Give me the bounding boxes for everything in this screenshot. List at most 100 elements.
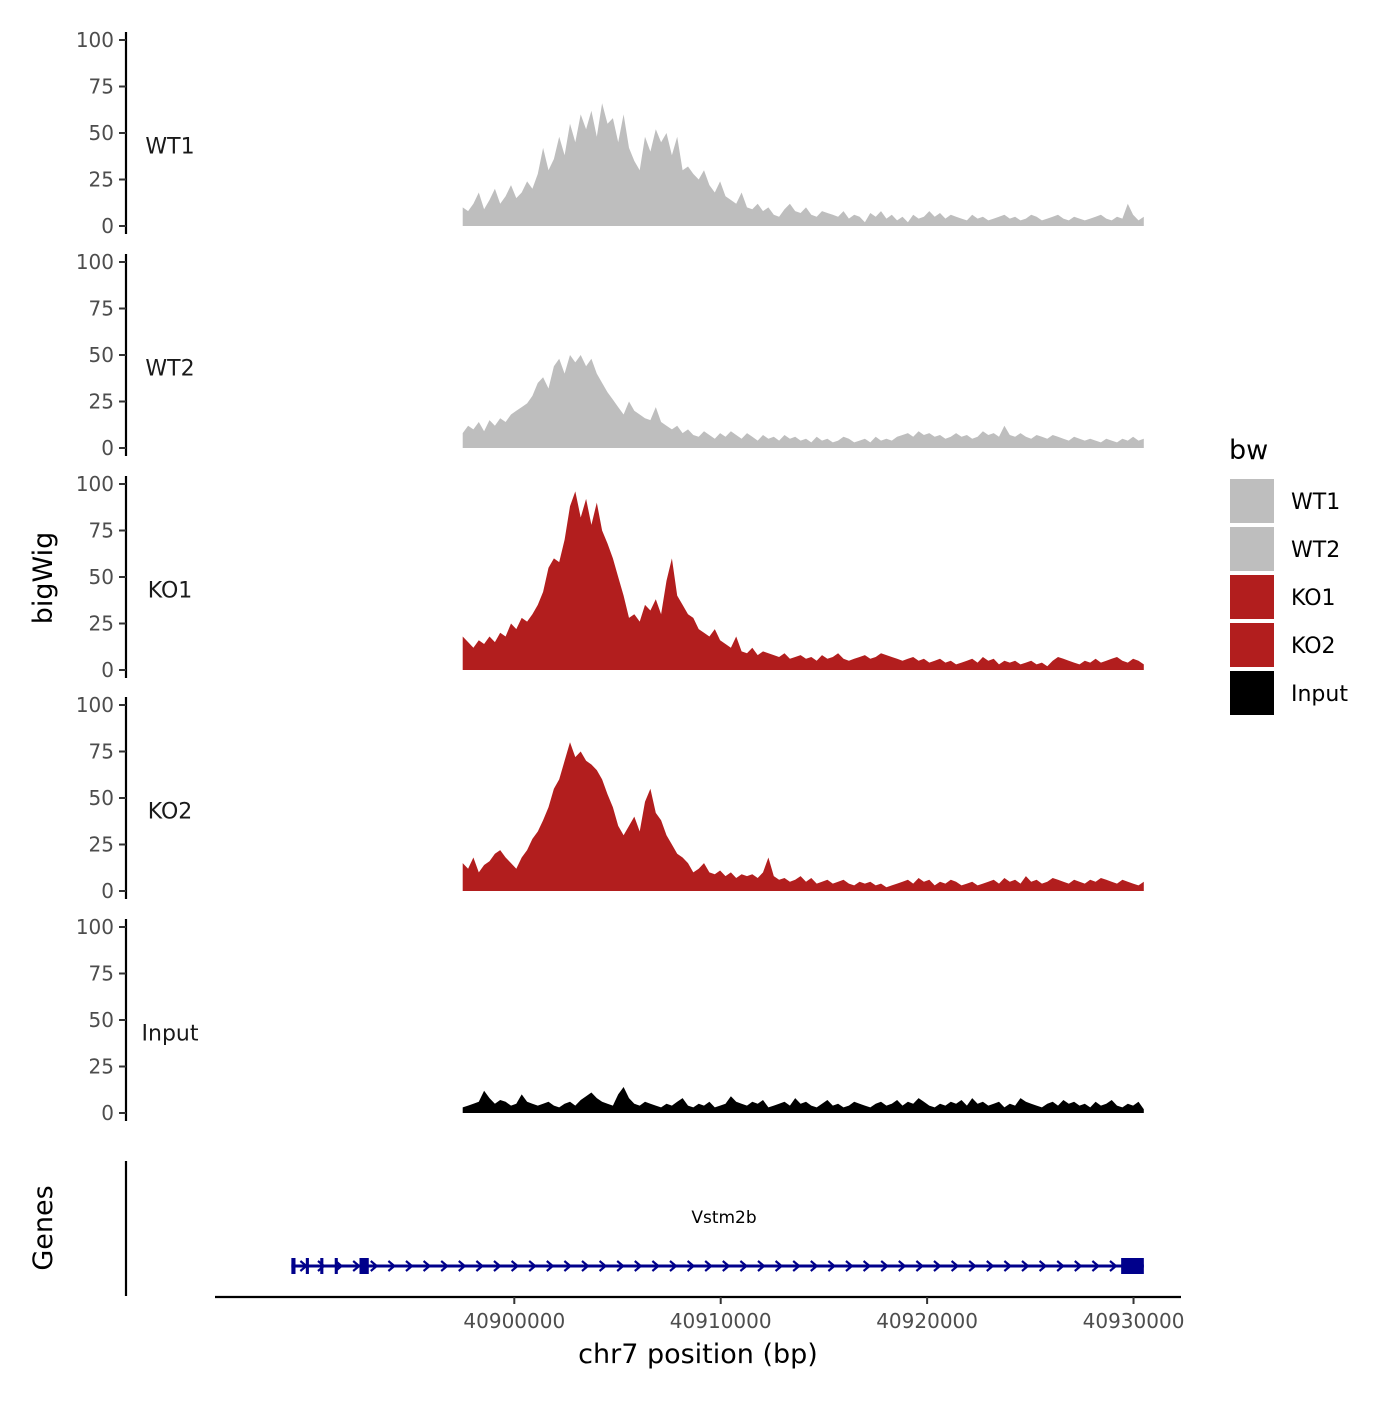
strand-arrow (598, 1260, 608, 1272)
y-tick-label: 25 (89, 612, 114, 636)
y-tick-label: 75 (89, 297, 114, 321)
strand-arrow (739, 1260, 749, 1272)
strand-arrow (528, 1260, 537, 1272)
strand-arrow (317, 1260, 326, 1272)
y-tick-label: 50 (89, 1008, 114, 1032)
legend-label-ko2: KO2 (1291, 634, 1336, 659)
y-tick-label: 100 (76, 915, 114, 939)
x-tick-label: 40900000 (463, 1309, 565, 1333)
strand-arrow (616, 1260, 625, 1272)
y-tick-label: 100 (76, 693, 114, 717)
y-tick-label: 25 (89, 168, 114, 192)
gene-exon (305, 1258, 309, 1274)
y-tick-label: 25 (89, 1055, 114, 1079)
y-tick-label: 75 (89, 740, 114, 764)
strand-arrow (1021, 1260, 1030, 1272)
strand-arrow (915, 1260, 925, 1272)
legend-swatch-ko2 (1230, 623, 1274, 667)
strand-arrow (722, 1260, 731, 1272)
strand-arrow (704, 1260, 713, 1272)
strand-arrow (880, 1260, 889, 1272)
genes-axis-label: Genes (28, 1185, 59, 1270)
strand-arrow (634, 1260, 643, 1272)
strand-arrow (986, 1260, 995, 1272)
y-tick-label: 75 (89, 962, 114, 986)
x-tick-label: 40910000 (670, 1309, 772, 1333)
gene-exon (291, 1258, 296, 1274)
track-label: KO1 (148, 578, 193, 603)
strand-arrow (387, 1260, 397, 1272)
strand-arrow (1091, 1260, 1101, 1272)
strand-arrow (422, 1260, 432, 1272)
gene-exon (334, 1258, 338, 1274)
y-tick-label: 0 (101, 436, 114, 460)
legend-swatch-wt2 (1230, 527, 1274, 571)
track-label: KO2 (148, 799, 193, 824)
strand-arrow (774, 1260, 784, 1272)
strand-arrow (1038, 1260, 1048, 1272)
strand-arrow (475, 1260, 485, 1272)
legend: bw WT1 WT2 KO1 KO2 Input (1229, 435, 1348, 715)
track-panel-ko2: 0 25 50 75 100 KO2 (76, 693, 1144, 903)
strand-arrow (933, 1260, 942, 1272)
track-label: WT2 (145, 356, 194, 381)
strand-arrow (686, 1260, 696, 1272)
legend-swatch-input (1230, 671, 1274, 715)
y-tick-label: 100 (76, 250, 114, 274)
y-axis-label: bigWig (28, 532, 59, 625)
track-panels: 0 25 50 75 100 WT1 0 25 50 75 100 WT2 0 25 50 75 100 KO1 0… (76, 28, 1144, 1125)
track-panel-input: 0 25 50 75 100 Input (76, 915, 1144, 1125)
series-area-ko1 (462, 491, 1144, 670)
strand-arrow (370, 1260, 379, 1272)
strand-arrow (651, 1260, 661, 1272)
x-tick-label: 40920000 (876, 1309, 978, 1333)
strand-arrow (810, 1260, 819, 1272)
y-tick-label: 50 (89, 121, 114, 145)
strand-arrow (862, 1260, 872, 1272)
strand-arrow (827, 1260, 837, 1272)
track-panel-wt2: 0 25 50 75 100 WT2 (76, 250, 1144, 460)
gene-exon (1121, 1258, 1144, 1274)
strand-arrow (845, 1260, 854, 1272)
x-axis-label: chr7 position (bp) (578, 1339, 818, 1370)
gene-exon (320, 1258, 324, 1274)
y-tick-label: 75 (89, 519, 114, 543)
y-tick-label: 50 (89, 565, 114, 589)
strand-arrow (510, 1260, 520, 1272)
y-tick-label: 0 (101, 214, 114, 238)
legend-swatch-ko1 (1230, 575, 1274, 619)
strand-arrow (792, 1260, 801, 1272)
y-tick-label: 0 (101, 658, 114, 682)
y-tick-label: 25 (89, 390, 114, 414)
y-tick-label: 100 (76, 472, 114, 496)
y-tick-label: 50 (89, 786, 114, 810)
y-tick-label: 100 (76, 28, 114, 52)
y-tick-label: 75 (89, 75, 114, 99)
gene-name-label: Vstm2b (691, 1208, 756, 1228)
legend-title: bw (1229, 435, 1268, 466)
strand-arrow (950, 1260, 960, 1272)
strand-arrow (757, 1260, 766, 1272)
strand-arrow (458, 1260, 467, 1272)
legend-label-input: Input (1291, 682, 1348, 707)
legend-label-wt2: WT2 (1291, 538, 1340, 563)
strand-arrow (352, 1260, 361, 1272)
legend-swatch-wt1 (1230, 479, 1274, 523)
strand-arrow (669, 1260, 678, 1272)
strand-arrow (581, 1260, 590, 1272)
track-label: WT1 (145, 134, 194, 159)
legend-label-wt1: WT1 (1291, 490, 1340, 515)
y-tick-label: 0 (101, 879, 114, 903)
track-panel-wt1: 0 25 50 75 100 WT1 (76, 28, 1144, 238)
strand-arrow (546, 1260, 555, 1272)
y-tick-label: 0 (101, 1101, 114, 1125)
gene-exon (359, 1258, 369, 1274)
legend-label-ko1: KO1 (1291, 586, 1336, 611)
strand-arrow (493, 1260, 502, 1272)
y-tick-label: 25 (89, 833, 114, 857)
strand-arrow (898, 1260, 907, 1272)
series-area-ko2 (462, 742, 1144, 891)
strand-arrow (1056, 1260, 1065, 1272)
strand-arrow (440, 1260, 449, 1272)
